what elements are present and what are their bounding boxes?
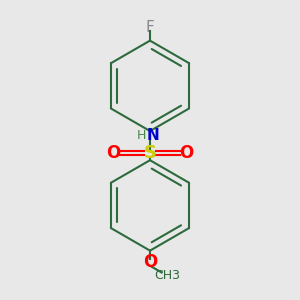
- Text: CH3: CH3: [154, 269, 181, 282]
- Text: S: S: [143, 144, 157, 162]
- Text: N: N: [147, 128, 160, 143]
- Text: O: O: [143, 253, 157, 271]
- Text: O: O: [179, 144, 194, 162]
- Text: O: O: [106, 144, 121, 162]
- Text: F: F: [146, 20, 154, 35]
- Text: H: H: [137, 129, 146, 142]
